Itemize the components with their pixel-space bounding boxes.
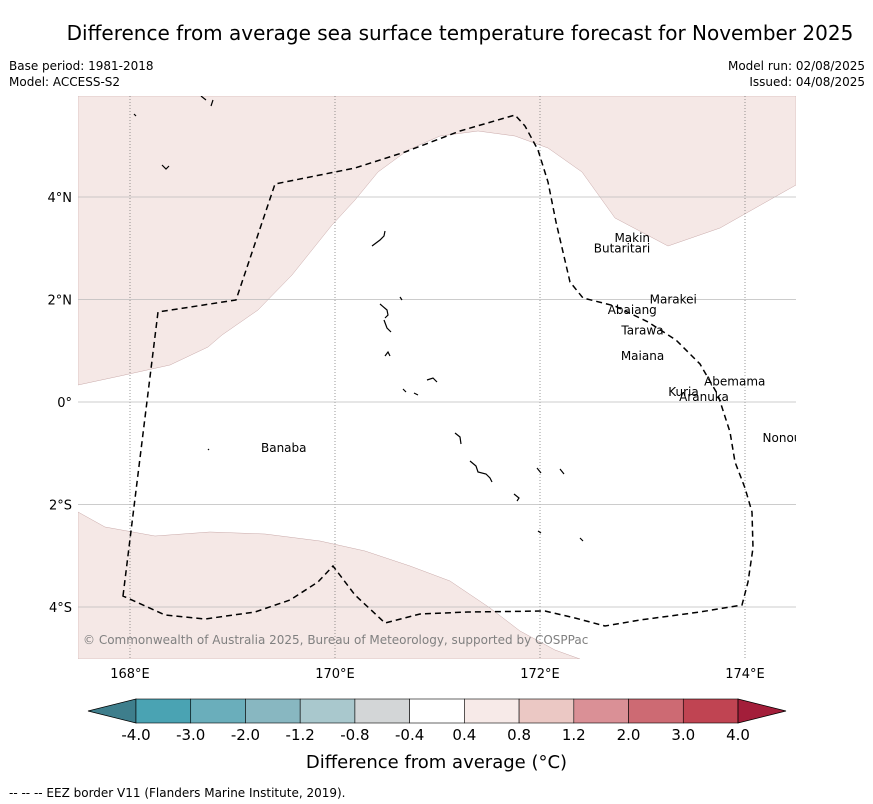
longitude-tick-label: 170°E bbox=[315, 667, 355, 682]
copyright-notice: © Commonwealth of Australia 2025, Bureau… bbox=[83, 633, 588, 647]
coastline bbox=[399, 296, 403, 301]
colorbar-tick-label: -0.8 bbox=[340, 726, 369, 744]
island-label: Abaiang bbox=[608, 303, 657, 317]
coastline bbox=[537, 530, 584, 542]
latitude-tick-label: 2°S bbox=[49, 499, 72, 514]
coastline bbox=[426, 377, 438, 383]
colorbar-segment bbox=[190, 698, 246, 724]
coastline bbox=[371, 230, 386, 247]
coastline bbox=[161, 164, 170, 170]
island-label: Aranuka bbox=[679, 390, 729, 404]
colorbar-segment bbox=[682, 698, 739, 724]
coastline bbox=[379, 303, 389, 319]
island-label: Abemama bbox=[704, 375, 765, 389]
colorbar-tick-label: -3.0 bbox=[176, 726, 205, 744]
island-label: Butaritari bbox=[594, 241, 651, 255]
coastline bbox=[513, 493, 520, 502]
colorbar-extend-low bbox=[87, 698, 137, 724]
island-label: Maiana bbox=[621, 349, 664, 363]
base-period: Base period: 1981-2018 bbox=[9, 59, 154, 73]
island-label: Nonouti bbox=[763, 431, 810, 445]
colorbar-segment bbox=[299, 698, 356, 724]
footnote: -- -- -- EEZ border V11 (Flanders Marine… bbox=[9, 786, 346, 800]
colorbar-tick-label: -4.0 bbox=[121, 726, 150, 744]
coastline bbox=[536, 467, 565, 475]
warm-anomaly-region-north bbox=[78, 96, 796, 386]
model-run: Model run: 02/08/2025 bbox=[727, 59, 865, 73]
colorbar-segment bbox=[518, 698, 575, 724]
model-name: Model: ACCESS-S2 bbox=[9, 75, 121, 89]
colorbar-tick-label: -1.2 bbox=[286, 726, 315, 744]
colorbar-tick-label: 0.4 bbox=[452, 726, 476, 744]
island-label: Kuria bbox=[668, 385, 699, 399]
longitude-tick-label: 174°E bbox=[725, 667, 765, 682]
latitude-tick-label: 4°S bbox=[49, 601, 72, 616]
latitude-tick-label: 4°N bbox=[48, 191, 73, 206]
coastline bbox=[454, 432, 462, 445]
island-label: Makin bbox=[614, 231, 650, 245]
island-label: Tabiteuea bbox=[797, 462, 856, 476]
colorbar-tick-label: -0.4 bbox=[395, 726, 424, 744]
colorbar-segment bbox=[135, 698, 192, 724]
chart-title: Difference from average sea surface temp… bbox=[66, 21, 854, 45]
longitude-tick-label: 172°E bbox=[520, 667, 560, 682]
island-label: Marakei bbox=[650, 293, 697, 307]
coastline bbox=[133, 113, 137, 117]
coastline bbox=[200, 96, 214, 107]
meta-right: Model run: 02/08/2025 Issued: 04/08/2025 bbox=[728, 58, 865, 90]
longitude-tick-label: 168°E bbox=[110, 667, 150, 682]
colorbar-label: Difference from average (°C) bbox=[305, 752, 568, 773]
coastline bbox=[402, 388, 419, 396]
coastline bbox=[384, 350, 391, 357]
colorbar-tick-label: 2.0 bbox=[617, 726, 641, 744]
colorbar-tick-label: 1.2 bbox=[562, 726, 586, 744]
colorbar-segment bbox=[354, 698, 410, 724]
eez-border bbox=[122, 114, 754, 627]
coastline bbox=[469, 460, 493, 483]
coastlines bbox=[133, 96, 584, 542]
issued-date: Issued: 04/08/2025 bbox=[749, 75, 865, 89]
colorbar-segment bbox=[464, 698, 520, 724]
colorbar-tick-label: 4.0 bbox=[726, 726, 750, 744]
latitude-labels: 4°N 2°N 0° 2°S 4°S bbox=[48, 191, 73, 616]
coastline bbox=[383, 319, 392, 333]
colorbar-segment bbox=[245, 698, 301, 724]
meta-left: Base period: 1981-2018 Model: ACCESS-S2 bbox=[9, 58, 154, 90]
latitude-tick-label: 2°N bbox=[48, 294, 73, 309]
warm-anomaly-region-south bbox=[78, 511, 581, 659]
latitude-tick-label: 0° bbox=[57, 396, 72, 411]
colorbar-segment bbox=[409, 698, 465, 724]
colorbar-segment bbox=[573, 698, 629, 724]
colorbar-extend-high bbox=[737, 698, 787, 724]
colorbar-tick-label: 3.0 bbox=[671, 726, 695, 744]
island-label: Tarawa bbox=[620, 323, 663, 337]
colorbar-tick-label: -2.0 bbox=[231, 726, 260, 744]
colorbar-segment bbox=[628, 698, 684, 724]
grid-lines bbox=[78, 96, 796, 659]
island-label: Banaba bbox=[261, 441, 307, 455]
colorbar bbox=[87, 698, 787, 724]
colorbar-tick-label: 0.8 bbox=[507, 726, 531, 744]
coastline bbox=[207, 448, 210, 451]
colorbar-ticks: -4.0 -3.0 -2.0 -1.2 -0.8 -0.4 0.4 0.8 1.2 2.0 3.0 4… bbox=[121, 726, 750, 744]
